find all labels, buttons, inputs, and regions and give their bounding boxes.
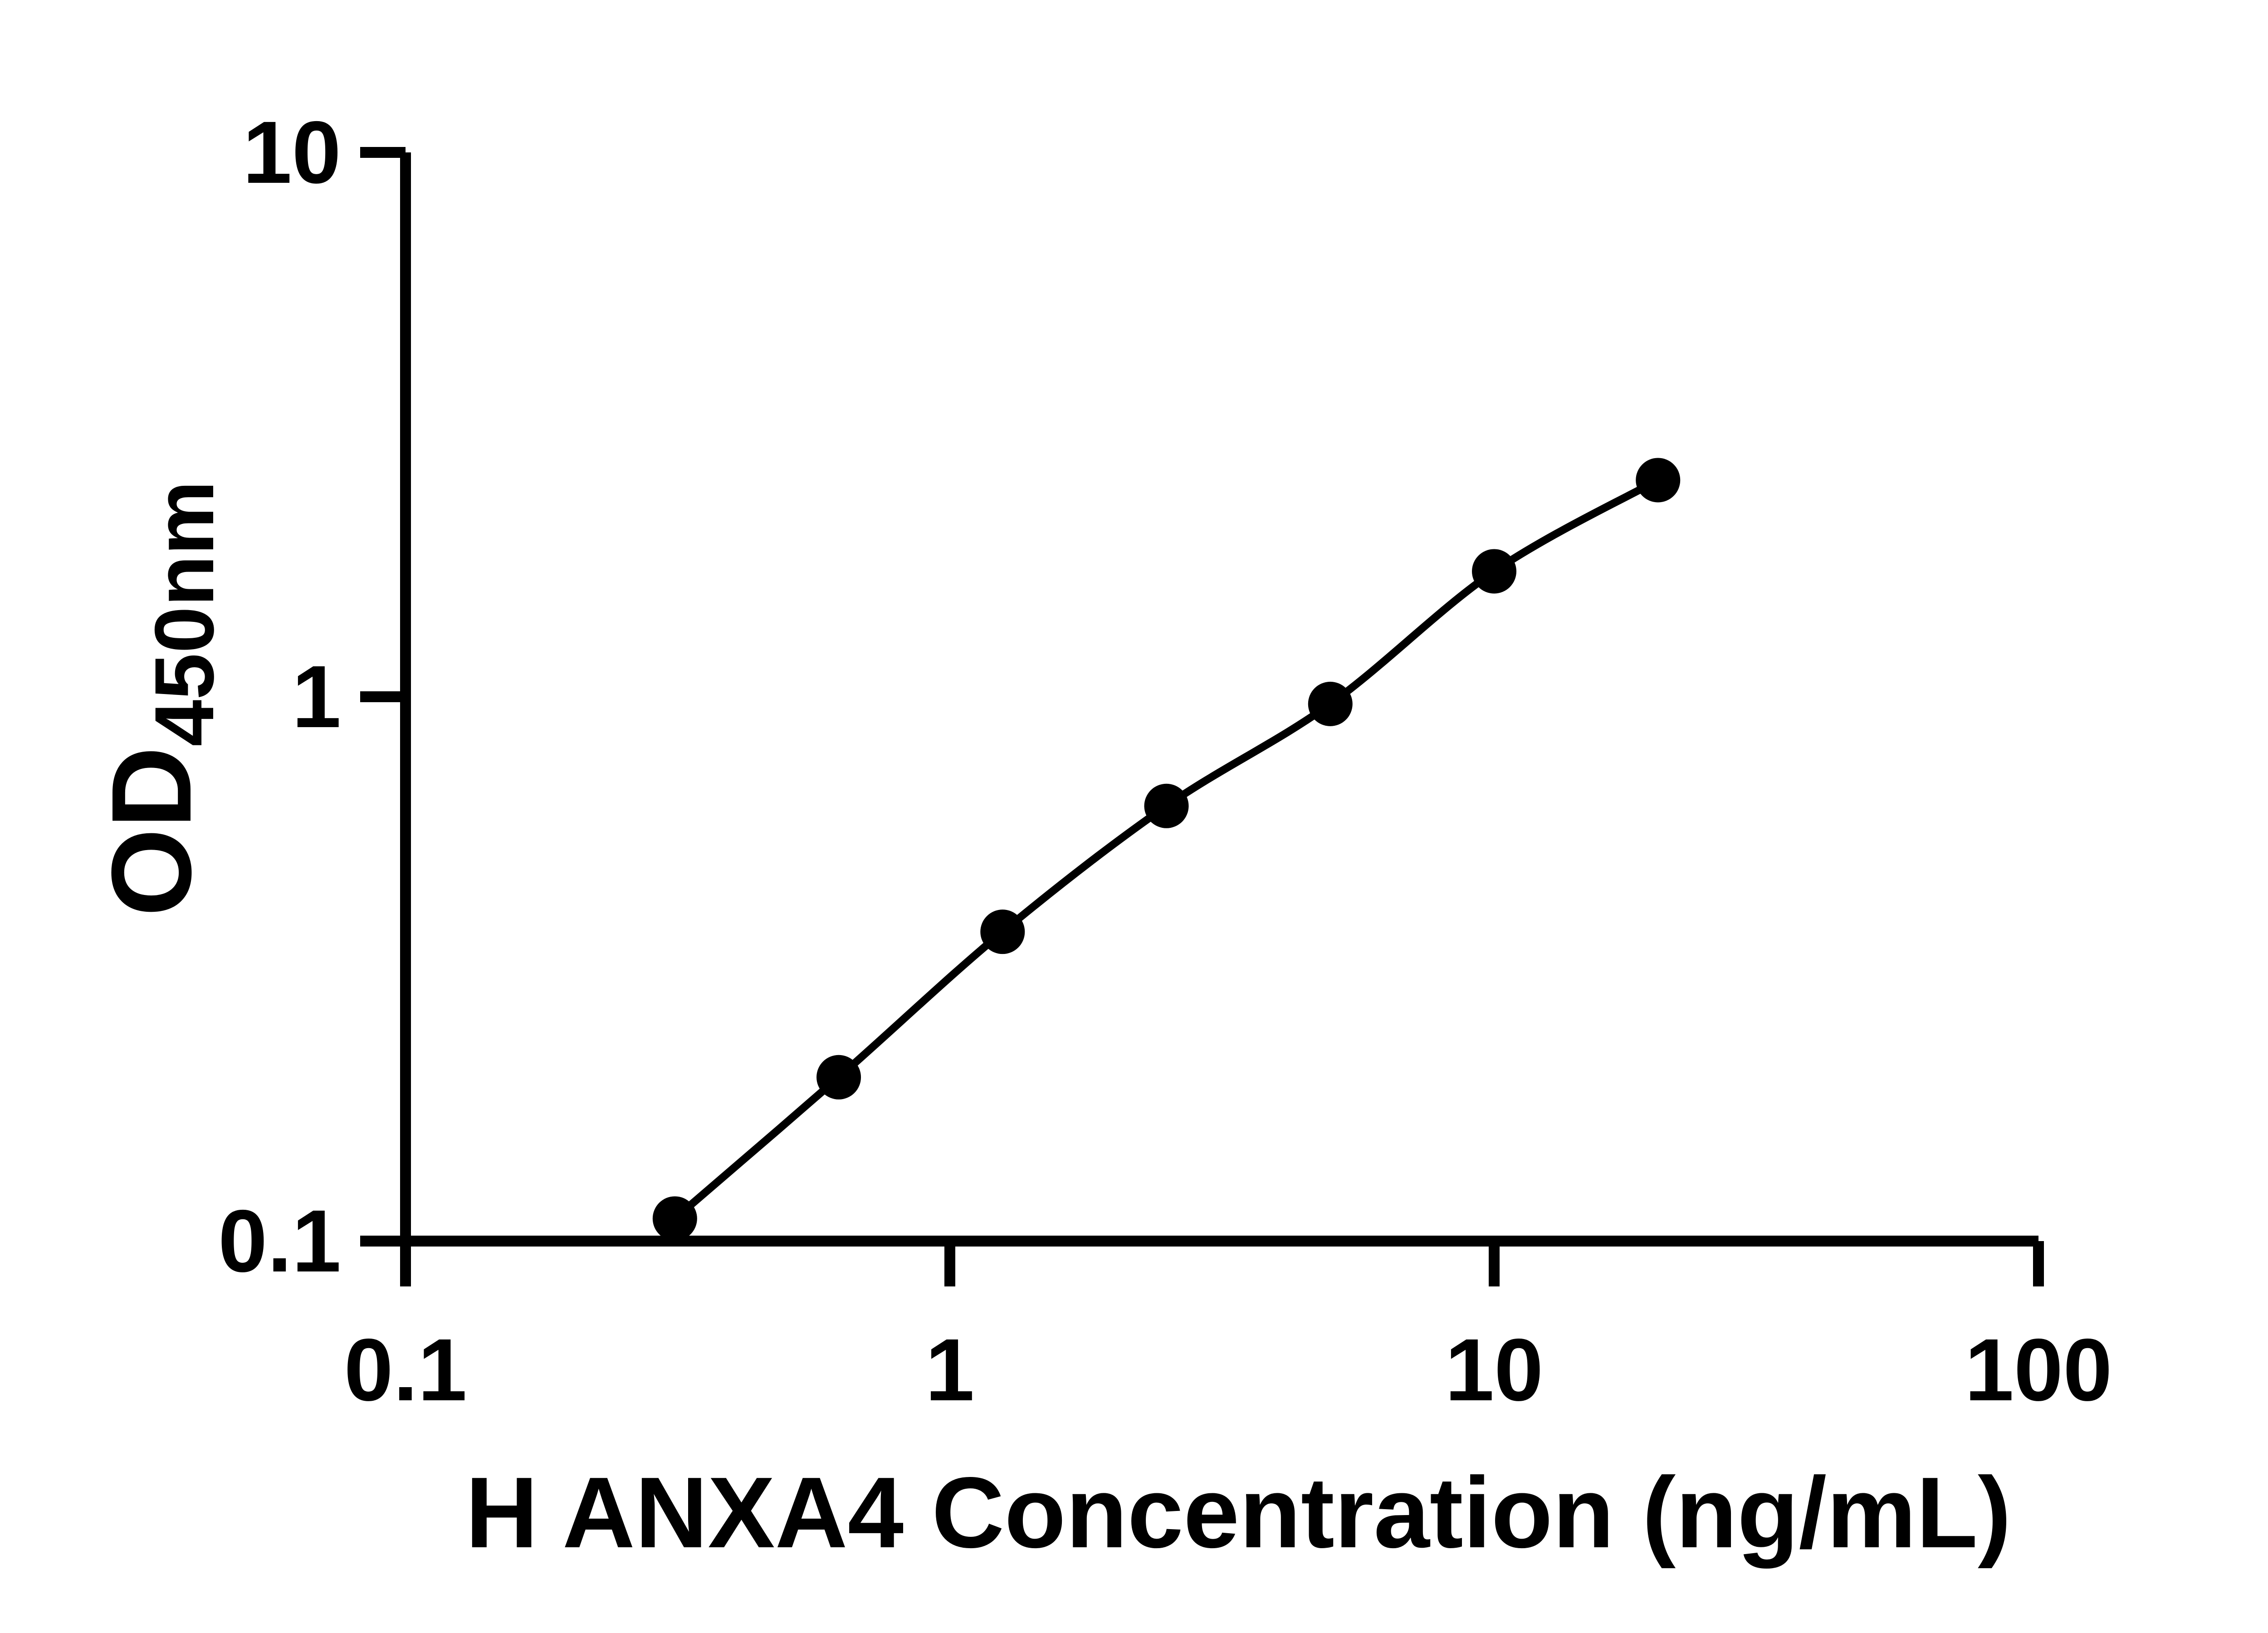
data-point-0.3125 [652,1196,697,1241]
x-axis-tick-label: 10 [1445,1320,1544,1419]
data-point-2.5 [1144,783,1189,828]
standard-curve-line [671,476,1662,1222]
y-axis-title-main: OD [88,747,215,917]
x-axis-tick-label: 1 [925,1320,974,1419]
x-axis-title: H ANXA4 Concentration (ng/mL) [465,1457,2011,1569]
y-axis-tick-label: 1 [292,647,341,746]
data-point-0.625 [816,1055,861,1100]
y-axis-tick-label: 10 [243,103,341,202]
y-axis-title: OD450nm [88,480,231,916]
data-point-10 [1472,549,1516,594]
data-point-1.25 [980,909,1025,954]
data-point-20 [1636,458,1681,503]
axis-spine [400,152,2038,1247]
y-axis-title-subscript: 450nm [138,480,231,746]
x-axis-tick-label: 100 [1965,1320,2112,1419]
x-axis-tick-label: 0.1 [344,1320,467,1419]
y-axis-tick-label: 0.1 [218,1192,341,1291]
data-point-5 [1308,681,1353,726]
